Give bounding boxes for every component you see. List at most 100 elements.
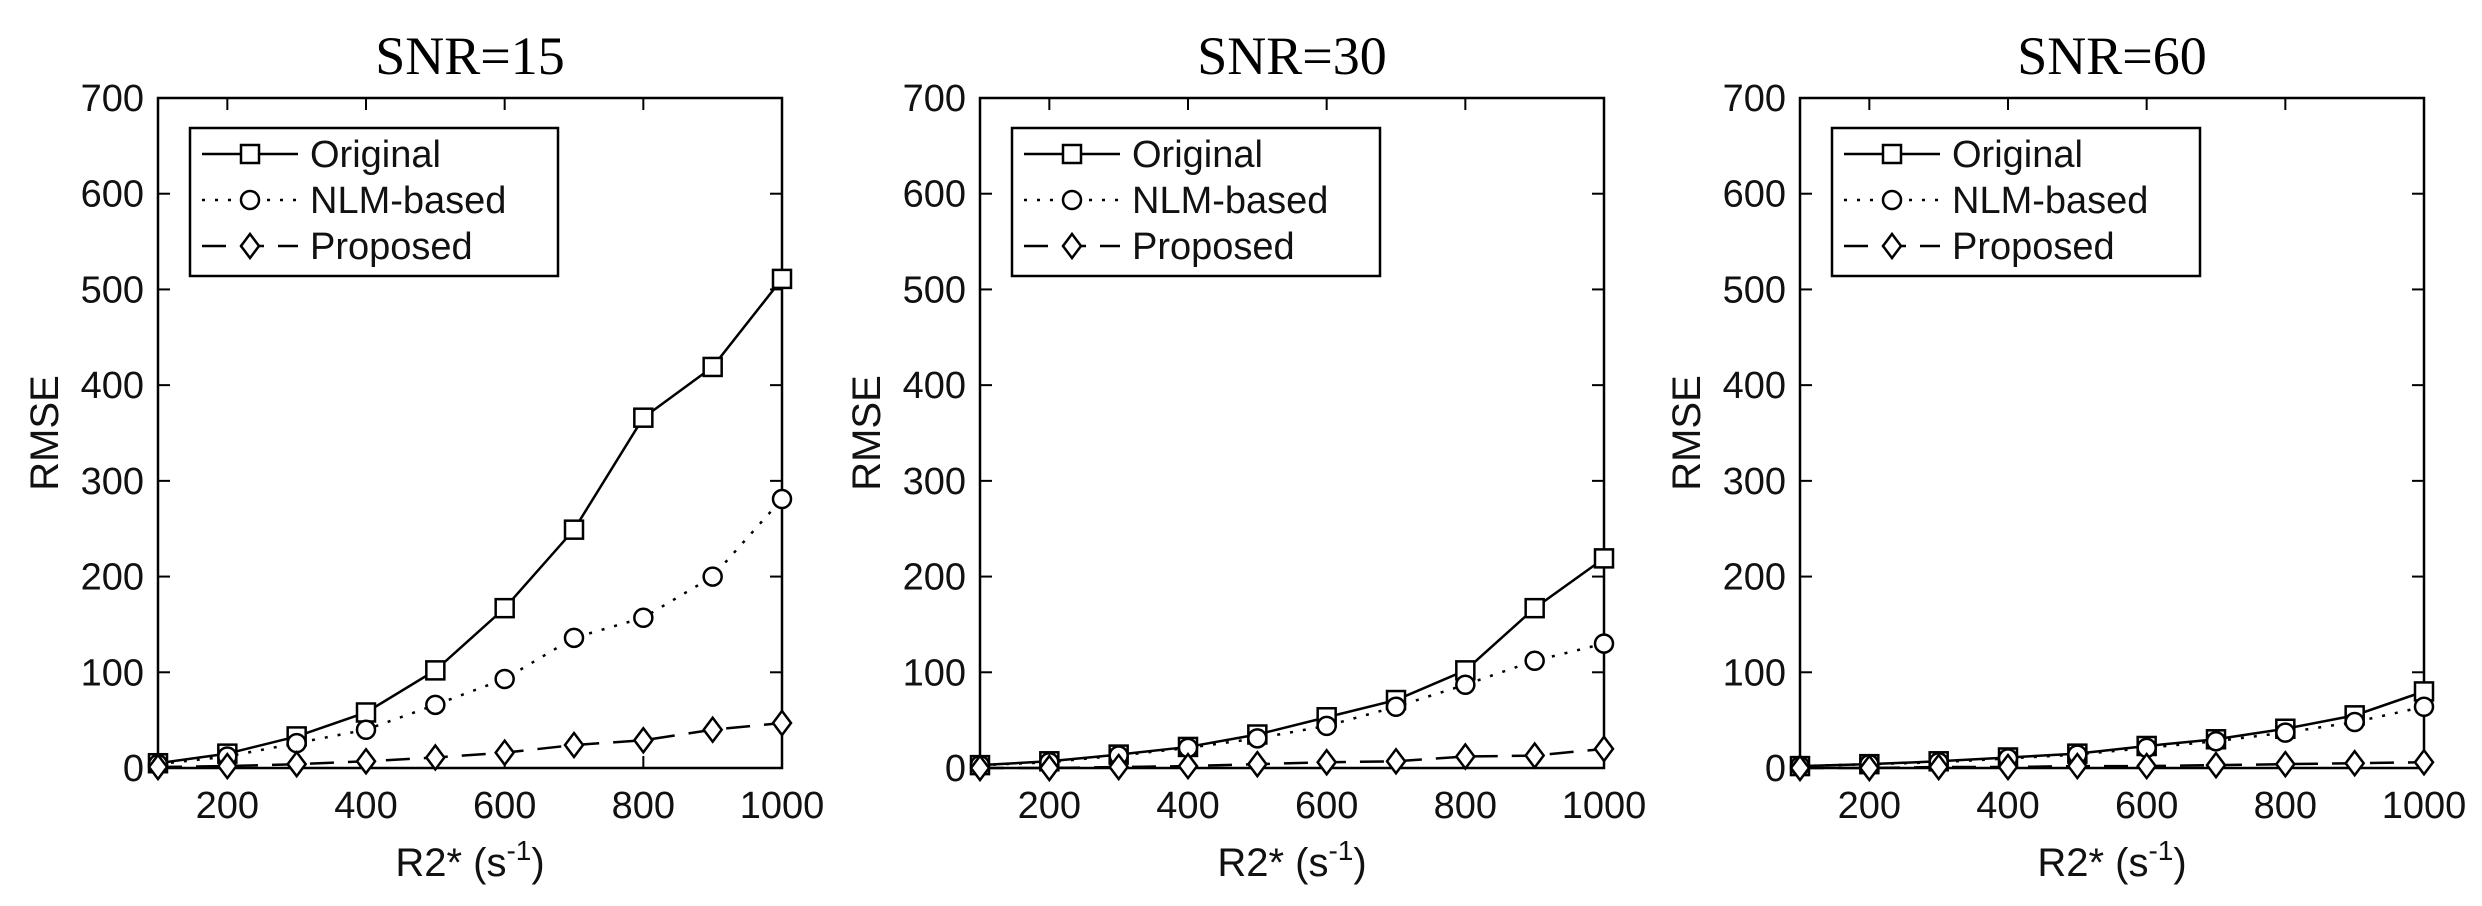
legend-marker-circle	[1881, 189, 1903, 211]
x-tick-label: 200	[1838, 785, 1901, 827]
series-line	[1799, 690, 2425, 768]
series-line	[157, 498, 783, 766]
series-line	[980, 747, 1605, 770]
x-tick-label: 1000	[2382, 785, 2467, 827]
data-point-diamond	[1593, 734, 1615, 763]
x-tick-label: 600	[1295, 785, 1358, 827]
x-axis-label: R2* (s-1)	[2037, 835, 2186, 885]
y-tick-label: 200	[81, 557, 144, 599]
legend-marker-diamond	[1061, 231, 1083, 261]
y-tick-label: 300	[1723, 461, 1786, 503]
legend-label: NLM-based	[1132, 180, 1328, 222]
data-point-circle	[563, 627, 585, 649]
x-axis-label-main: R2* (s	[2037, 841, 2148, 885]
data-point-circle	[2275, 722, 2296, 743]
data-point-circle	[425, 694, 446, 716]
data-point-circle	[1455, 674, 1476, 695]
data-point-circle	[494, 668, 515, 690]
chart-title: SNR=15	[375, 26, 565, 86]
data-point-circle	[1316, 715, 1337, 737]
series-square	[147, 268, 793, 774]
data-point-diamond	[1524, 741, 1546, 770]
x-axis-label-main: R2* (s	[395, 841, 506, 885]
x-tick-label: 1000	[740, 785, 825, 827]
y-tick-label: 400	[81, 365, 144, 407]
series-line	[157, 721, 783, 769]
data-point-circle	[771, 488, 793, 510]
data-point-diamond	[424, 743, 446, 772]
y-tick-label: 0	[945, 748, 966, 790]
data-point-diamond	[2344, 749, 2366, 778]
series-circle	[969, 633, 1615, 776]
legend-marker-square	[1881, 143, 1903, 165]
data-point-square	[1593, 548, 1615, 569]
data-point-diamond	[1246, 750, 1268, 779]
legend-marker-diamond	[239, 231, 261, 261]
series-line	[979, 557, 1605, 767]
y-tick-label: 600	[81, 174, 144, 216]
data-point-diamond	[771, 708, 793, 738]
y-tick-label: 100	[81, 652, 144, 694]
data-point-diamond	[1038, 753, 1060, 783]
data-point-diamond	[702, 715, 724, 744]
data-point-circle	[1247, 728, 1268, 749]
axes-box	[156, 96, 784, 770]
x-axis-label-superscript: -1	[2148, 835, 2173, 866]
data-point-square	[702, 356, 723, 378]
data-point-square	[355, 702, 377, 723]
y-axis-label: RMSE	[845, 375, 889, 491]
x-tick-label: 800	[612, 785, 675, 827]
x-tick-label: 200	[1018, 785, 1081, 827]
y-tick-label: 600	[1723, 174, 1786, 216]
legend-marker-square	[1061, 143, 1083, 165]
x-axis-label-end: )	[531, 841, 544, 885]
x-tick-label: 400	[1976, 785, 2039, 827]
chart-title: SNR=60	[2017, 26, 2207, 86]
data-point-square	[563, 519, 585, 540]
series-diamond	[147, 708, 793, 782]
data-point-diamond	[355, 747, 377, 776]
chart-panel-3: SNR=60 0 100 200 300 400 500 600 700 200 400 600 800…	[1665, 26, 2466, 885]
chart-panel-1: SNR=15 0 100 200 300 400 500 600 700 200 400 600 800…	[23, 26, 824, 885]
data-point-diamond	[969, 753, 991, 783]
data-point-diamond	[216, 752, 238, 781]
x-tick-label: 800	[2254, 785, 2317, 827]
data-point-circle	[1385, 696, 1407, 717]
data-point-square	[771, 268, 793, 290]
data-point-square	[633, 407, 654, 428]
data-point-square	[494, 597, 515, 619]
legend-label: NLM-based	[1952, 180, 2148, 222]
data-point-diamond	[494, 738, 516, 767]
y-tick-label: 200	[1723, 557, 1786, 599]
data-point-diamond	[2136, 752, 2158, 781]
data-point-diamond	[2066, 752, 2088, 781]
series-line	[157, 278, 783, 765]
data-point-diamond	[2413, 748, 2435, 777]
y-tick-label: 300	[81, 461, 144, 503]
chart-panel-2: SNR=30 0 100 200 300 400 500 600 700 200 400 600 800…	[845, 26, 1646, 885]
y-tick-label: 0	[1765, 748, 1786, 790]
y-tick-label: 100	[1723, 652, 1786, 694]
x-axis-label-superscript: -1	[1328, 835, 1353, 866]
legend-label: Original	[1132, 134, 1263, 176]
data-point-circle	[2205, 730, 2227, 752]
series-square	[1789, 681, 2435, 777]
data-point-diamond	[1789, 753, 1811, 783]
x-tick-label: 400	[1156, 785, 1219, 827]
x-tick-label: 1000	[1562, 785, 1647, 827]
data-point-diamond	[563, 730, 585, 760]
data-point-circle	[702, 566, 723, 587]
data-point-diamond	[2205, 751, 2227, 780]
series-line	[1799, 705, 2425, 768]
data-point-circle	[2413, 696, 2435, 717]
x-axis-label-end: )	[1353, 841, 1366, 885]
legend-marker-circle	[239, 189, 261, 211]
series-diamond	[1789, 748, 2435, 783]
data-point-diamond	[1108, 752, 1130, 782]
data-point-circle	[286, 732, 307, 754]
x-tick-label: 400	[334, 785, 397, 827]
legend-marker-circle	[1061, 189, 1083, 211]
data-point-diamond	[1454, 742, 1476, 771]
